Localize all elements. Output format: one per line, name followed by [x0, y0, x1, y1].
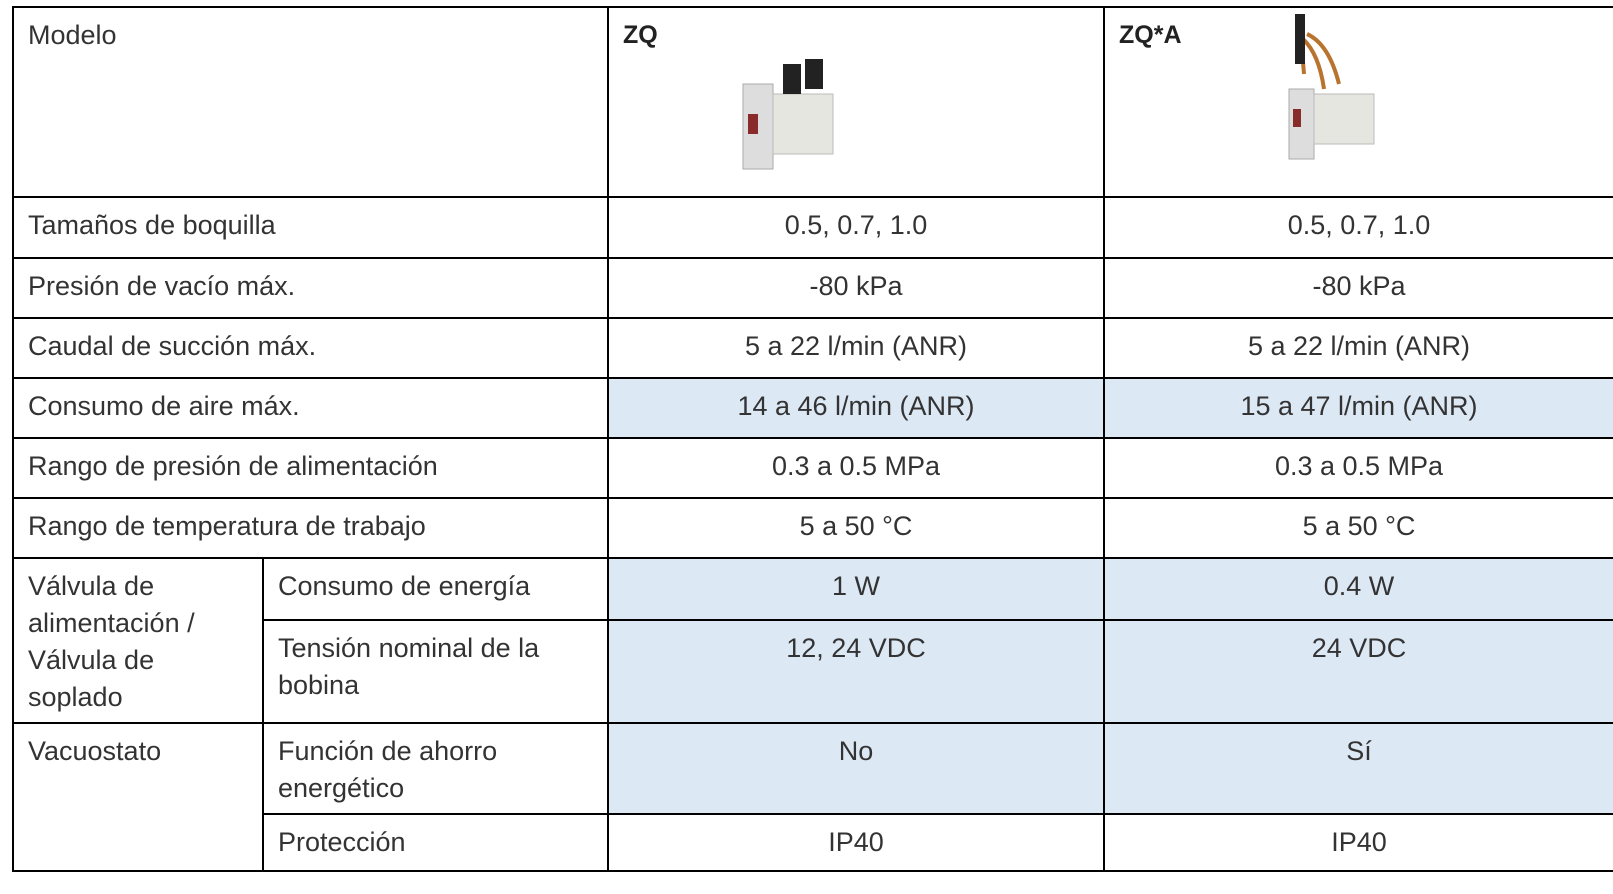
- model-name: ZQ*A: [1119, 21, 1182, 49]
- row-label: Consumo de aire máx.: [12, 377, 609, 439]
- value-cell: 14 a 46 l/min (ANR): [607, 377, 1105, 439]
- header-row: Modelo ZQ ZQ*A: [12, 6, 1613, 198]
- table-row: Rango de presión de alimentación 0.3 a 0.…: [12, 437, 1613, 499]
- row-label: Función de ahorro energético: [262, 722, 609, 815]
- row-label: Protección: [262, 813, 609, 872]
- value-cell: Sí: [1103, 722, 1613, 815]
- value-cell: -80 kPa: [607, 257, 1105, 319]
- value-cell: 0.3 a 0.5 MPa: [1103, 437, 1613, 499]
- model-cell: ZQ*A: [1103, 6, 1613, 198]
- value-cell: 0.5, 0.7, 1.0: [1103, 196, 1613, 259]
- product-image: [1288, 14, 1375, 160]
- value-cell: IP40: [607, 813, 1105, 872]
- value-cell: 0.4 W: [1103, 557, 1613, 621]
- table-row: Tensión nominal de la bobina 12, 24 VDC 24…: [13, 619, 1613, 724]
- table-body: Tamaños de boquilla 0.5, 0.7, 1.0 0.5, 0.7…: [12, 196, 1613, 872]
- table-row: Tamaños de boquilla 0.5, 0.7, 1.0 0.5, 0.7…: [12, 196, 1613, 259]
- table-row: Válvula de alimentación / Válvula de sop…: [12, 557, 1613, 724]
- table-row: Consumo de aire máx. 14 a 46 l/min (ANR) 1…: [12, 377, 1613, 439]
- product-image: [742, 59, 834, 170]
- table-row: Vacuostato Función de ahorro energético No…: [12, 722, 1613, 872]
- model-name: ZQ: [623, 21, 658, 49]
- value-cell: 0.5, 0.7, 1.0: [607, 196, 1105, 259]
- value-cell: 24 VDC: [1103, 619, 1613, 724]
- row-label: Caudal de succión máx.: [12, 317, 609, 379]
- row-label: Tamaños de boquilla: [12, 196, 609, 259]
- value-cell: 1 W: [607, 557, 1105, 621]
- row-label: Consumo de energía: [262, 557, 609, 621]
- value-cell: -80 kPa: [1103, 257, 1613, 319]
- table-row: Rango de temperatura de trabajo 5 a 50 °C…: [12, 497, 1613, 559]
- row-label: Tensión nominal de la bobina: [262, 619, 609, 724]
- value-cell: 5 a 22 l/min (ANR): [1103, 317, 1613, 379]
- table-row: Presión de vacío máx. -80 kPa -80 kPa: [12, 257, 1613, 319]
- value-cell: 0.3 a 0.5 MPa: [607, 437, 1105, 499]
- group-label: Válvula de alimentación / Válvula de sop…: [12, 557, 264, 724]
- row-label: Rango de presión de alimentación: [12, 437, 609, 499]
- table-row: Protección IP40 IP40: [13, 813, 1613, 872]
- value-cell: 12, 24 VDC: [607, 619, 1105, 724]
- value-cell: 5 a 50 °C: [607, 497, 1105, 559]
- row-label: Presión de vacío máx.: [12, 257, 609, 319]
- group-label: Vacuostato: [12, 722, 264, 872]
- header-cell: Modelo: [12, 6, 609, 198]
- model-cell: ZQ: [607, 6, 1105, 198]
- value-cell: 5 a 22 l/min (ANR): [607, 317, 1105, 379]
- table-row: Caudal de succión máx. 5 a 22 l/min (ANR)…: [12, 317, 1613, 379]
- value-cell: 15 a 47 l/min (ANR): [1103, 377, 1613, 439]
- spec-table: Modelo ZQ ZQ*A Tamaños de boquilla 0.5, 0…: [12, 6, 1613, 872]
- row-label: Rango de temperatura de trabajo: [12, 497, 609, 559]
- value-cell: 5 a 50 °C: [1103, 497, 1613, 559]
- value-cell: No: [607, 722, 1105, 815]
- value-cell: IP40: [1103, 813, 1613, 872]
